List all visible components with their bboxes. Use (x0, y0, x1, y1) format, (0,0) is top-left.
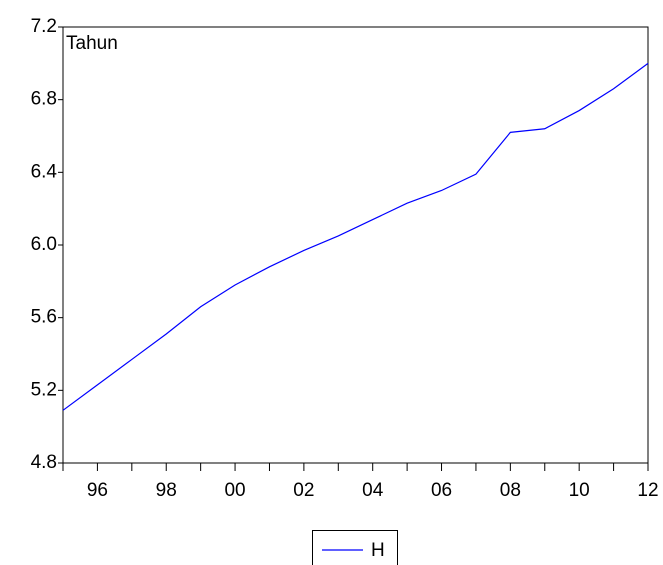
data-line (62, 62, 649, 411)
y-tick-label: 6.4 (31, 161, 58, 182)
legend-box (312, 530, 398, 565)
x-tick-label: 08 (500, 480, 521, 501)
y-tick-label: 6.0 (31, 234, 57, 255)
y-tick-label: 7.2 (31, 16, 57, 37)
annotation: Tahun (66, 33, 118, 54)
x-tick-label: 12 (637, 480, 658, 501)
legend-label: H (371, 540, 385, 561)
x-tick-label: 00 (224, 480, 245, 501)
x-tick-label: 02 (293, 480, 314, 501)
x-tick-label: 04 (362, 480, 384, 501)
y-tick-label: 5.2 (31, 379, 57, 400)
x-tick-label: 10 (569, 480, 590, 501)
y-tick-label: 5.6 (31, 307, 57, 328)
x-tick-label: 96 (87, 480, 108, 501)
y-tick-label: 4.8 (31, 452, 57, 473)
y-tick-label: 6.8 (31, 89, 57, 110)
x-tick-label: 98 (156, 480, 177, 501)
x-tick-label: 06 (431, 480, 452, 501)
plot-frame (62, 26, 649, 464)
